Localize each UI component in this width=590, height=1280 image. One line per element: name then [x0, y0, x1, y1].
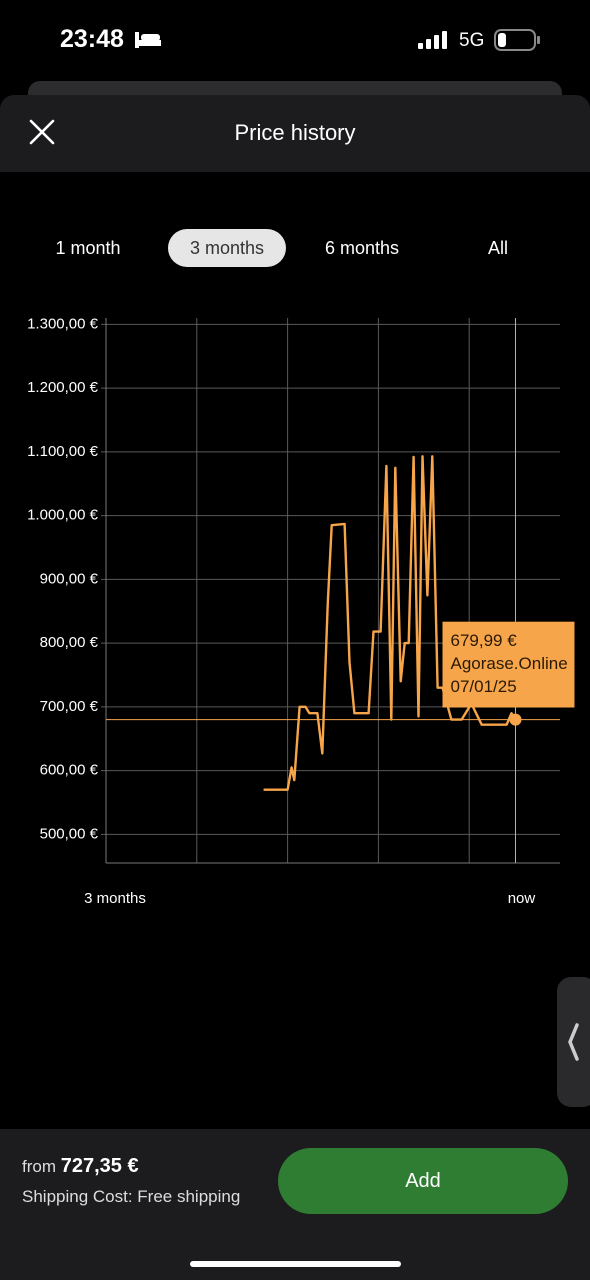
- from-label: from: [22, 1157, 56, 1176]
- tab[interactable]: 3 months: [167, 229, 287, 267]
- x-tick-label: 3 months: [84, 890, 146, 907]
- price-line: [263, 455, 517, 791]
- chart: 500,00 € 600,00 € 700,00 € 800,00 € 900,00 €…: [27, 315, 575, 907]
- tooltip-date: 07/01/25: [450, 677, 516, 696]
- y-tick-label: 700,00 €: [40, 698, 99, 715]
- clock: 23:48: [60, 25, 124, 53]
- chevron-icon: [568, 1023, 579, 1061]
- y-tick-label: 500,00 €: [40, 825, 99, 842]
- tooltip: 679,99 € Agorase.Online 07/01/25: [442, 621, 575, 708]
- y-tick-label: 1.300,00 €: [27, 315, 99, 332]
- title: Price history: [234, 120, 356, 145]
- price-line: from 727,35 €: [22, 1155, 139, 1178]
- close-button[interactable]: [29, 119, 55, 145]
- price: 727,35 €: [60, 1155, 139, 1177]
- add-button[interactable]: Add: [278, 1148, 568, 1214]
- y-tick-label: 800,00 €: [40, 634, 99, 651]
- tab-bar: 1 month 3 months 6 months All: [0, 229, 590, 267]
- battery-icon: [494, 29, 540, 51]
- tab[interactable]: 1 month: [55, 238, 121, 258]
- x-tick-label: now: [508, 890, 536, 907]
- sleep-icon: [135, 32, 161, 48]
- y-tick-label: 600,00 €: [40, 762, 99, 779]
- y-tick-label: 900,00 €: [40, 570, 99, 587]
- side-handle[interactable]: [557, 977, 590, 1107]
- tooltip-store: Agorase.Online: [450, 654, 567, 673]
- home-indicator: [190, 1261, 401, 1267]
- highlight-point: [509, 713, 522, 726]
- signal-icon: [418, 31, 447, 49]
- tooltip-price: 679,99 €: [450, 631, 517, 650]
- header: [0, 95, 590, 172]
- y-tick-label: 1.000,00 €: [27, 507, 99, 524]
- network: 5G: [459, 30, 485, 51]
- tab[interactable]: All: [487, 238, 509, 258]
- tab[interactable]: 6 months: [324, 238, 400, 258]
- y-tick-label: 1.200,00 €: [27, 379, 99, 396]
- shipping: Shipping Cost: Free shipping: [22, 1187, 241, 1206]
- tooltip-box: [442, 621, 575, 708]
- y-tick-label: 1.100,00 €: [27, 443, 99, 460]
